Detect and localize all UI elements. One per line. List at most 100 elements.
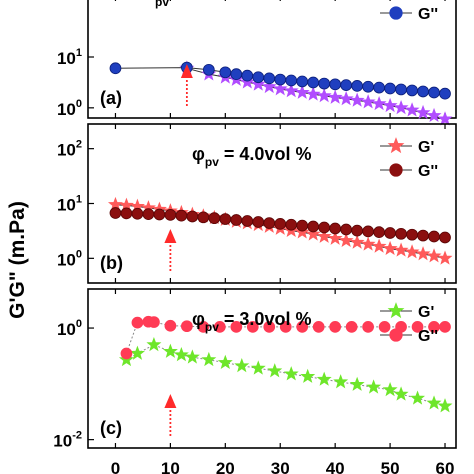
gdoubleprime-point xyxy=(153,208,166,221)
annotation: φpv = 3.0vol % xyxy=(192,309,311,334)
gdoubleprime-point xyxy=(428,86,440,99)
gprime-point xyxy=(283,366,299,381)
gprime-point xyxy=(338,91,354,106)
y-tick-label: 101 xyxy=(57,194,82,215)
gprime-point xyxy=(272,81,288,96)
gprime-point xyxy=(316,228,332,243)
x-tick-label: 50 xyxy=(381,459,400,474)
panel-frame xyxy=(87,0,457,119)
y-tick-label: 101 xyxy=(57,47,82,68)
gdoubleprime-point xyxy=(417,229,429,242)
gdoubleprime-point xyxy=(279,321,292,333)
gdoubleprime-point xyxy=(296,219,309,232)
gdoubleprime-point xyxy=(373,226,385,239)
gprime-point xyxy=(234,358,250,373)
legend-marker xyxy=(387,137,405,154)
gprime-point xyxy=(261,78,277,94)
x-tick-label: 60 xyxy=(436,459,455,474)
gdoubleprime-point xyxy=(439,321,451,333)
gprime-point xyxy=(146,336,162,352)
gprime-point xyxy=(360,236,376,251)
gprime-point xyxy=(382,382,398,397)
gdoubleprime-point xyxy=(208,212,221,225)
panel-label: (c) xyxy=(100,418,122,438)
gdoubleprime-point xyxy=(186,210,199,223)
gprime-point xyxy=(393,99,409,115)
legend-label: G' xyxy=(418,139,434,156)
gprime-point xyxy=(305,86,321,101)
gprime-point xyxy=(437,250,453,265)
gprime-point xyxy=(327,230,343,245)
panel-b: 102 101 100 (b) φpv = 4.0vol % G' G'' xyxy=(57,123,457,284)
gdoubleprime-point xyxy=(307,220,320,233)
gdoubleprime-point xyxy=(384,227,396,239)
series-line xyxy=(126,344,446,407)
gdoubleprime-point xyxy=(120,347,133,360)
gdoubleprime-point xyxy=(197,321,210,333)
y-tick-label: 10-2 xyxy=(53,430,82,451)
gprime-point xyxy=(333,374,349,389)
gdoubleprime-point xyxy=(213,321,226,333)
gprime-point xyxy=(338,232,354,248)
panel-a: 101 100 (a) pv G'' xyxy=(57,0,457,126)
gdoubleprime-point xyxy=(120,207,133,220)
gdoubleprime-point xyxy=(131,316,144,329)
gdoubleprime-point xyxy=(439,87,451,100)
legend-label: G' xyxy=(418,304,434,321)
gdoubleprime-point xyxy=(329,321,342,333)
gdoubleprime-point xyxy=(164,209,177,221)
gprime-point xyxy=(426,395,442,410)
panel-label: (a) xyxy=(100,88,122,108)
gprime-point xyxy=(300,368,316,383)
x-tick-label: 10 xyxy=(161,459,180,474)
gdoubleprime-point xyxy=(230,321,243,333)
gprime-point xyxy=(250,76,266,91)
gdoubleprime-point xyxy=(312,321,325,333)
gdoubleprime-point xyxy=(274,218,287,230)
gprime-point xyxy=(327,89,343,104)
gprime-point xyxy=(162,343,178,358)
x-tick-label: 0 xyxy=(111,459,120,474)
gdoubleprime-point xyxy=(263,72,276,85)
gdoubleprime-point xyxy=(202,63,215,76)
panel-frame xyxy=(87,288,457,449)
y-tick-label: 102 xyxy=(57,139,82,160)
gdoubleprime-point xyxy=(219,213,232,225)
legend-marker xyxy=(387,302,405,319)
gdoubleprime-point xyxy=(246,321,259,333)
gprime-point xyxy=(217,354,233,369)
gdoubleprime-point xyxy=(241,215,254,227)
arrow-head xyxy=(164,229,177,243)
gprime-point xyxy=(283,83,299,98)
gprime-point xyxy=(294,224,310,239)
gprime-point xyxy=(393,386,409,401)
legend-label: G'' xyxy=(418,6,438,23)
arrow-head xyxy=(164,394,177,408)
gdoubleprime-point xyxy=(296,321,309,333)
gprime-point xyxy=(437,111,453,126)
gdoubleprime-point xyxy=(411,321,424,333)
gdoubleprime-point xyxy=(373,81,385,94)
gprime-point xyxy=(173,347,189,362)
y-tick-label: 100 xyxy=(57,318,82,339)
legend-marker xyxy=(389,163,403,177)
gprime-point xyxy=(360,94,376,109)
gdoubleprime-point xyxy=(181,320,193,333)
legend-label: G'' xyxy=(418,163,438,180)
gdoubleprime-point xyxy=(252,71,265,84)
gdoubleprime-point xyxy=(274,73,287,86)
legend-marker xyxy=(389,6,403,20)
gdoubleprime-point xyxy=(378,321,391,333)
gprime-point xyxy=(349,92,365,107)
x-tick-label: 20 xyxy=(216,459,235,474)
gdoubleprime-point xyxy=(406,228,418,241)
panel-label: (b) xyxy=(100,253,123,273)
gprime-point xyxy=(382,97,398,113)
gprime-point xyxy=(294,84,310,99)
gprime-point xyxy=(415,104,431,120)
gdoubleprime-point xyxy=(318,77,331,90)
gdoubleprime-point xyxy=(417,85,429,98)
gprime-point xyxy=(349,234,365,249)
gdoubleprime-point xyxy=(219,66,232,79)
